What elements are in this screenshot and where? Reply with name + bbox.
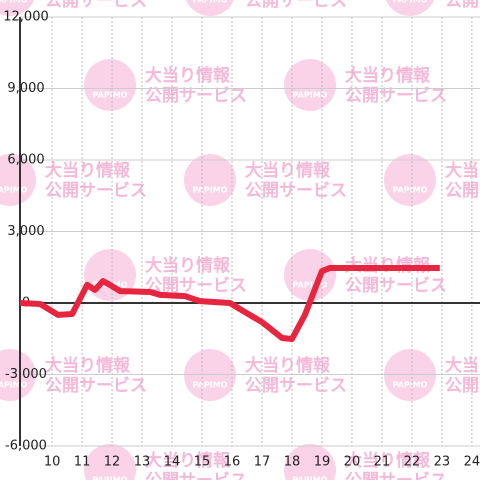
x-tick-label: 13 (134, 455, 151, 470)
watermark-logo (184, 154, 236, 206)
watermark-logo-text: PAPIMO (293, 476, 328, 480)
x-tick-label: 17 (254, 455, 271, 470)
watermark-text: 公開サービス (345, 471, 447, 480)
watermark-logo (386, 0, 434, 16)
watermark-logo (0, 154, 36, 206)
watermark-logo (284, 249, 336, 301)
y-tick-label: 3,000 (7, 224, 44, 239)
watermark-text: 公開サービス (245, 0, 347, 11)
watermark-logo-text: PAPIMO (93, 91, 128, 100)
watermark-logo (186, 0, 234, 16)
x-tick-label: 14 (164, 455, 181, 470)
y-tick-label: -3,000 (5, 367, 47, 382)
watermark-text: 大当り情報 (145, 450, 231, 471)
watermark-logo-text: PAPIMO (193, 0, 228, 5)
watermark-text: 公開サービス (445, 376, 480, 396)
x-tick-label: 21 (374, 455, 391, 470)
watermark-text: 公開サービス (45, 181, 147, 201)
watermark-logo-text: PAPIMO (293, 281, 328, 290)
watermark-logo-text: PAPIMO (393, 381, 428, 390)
watermark-text: 公開サービス (145, 86, 247, 106)
y-tick-label: 9,000 (7, 81, 44, 96)
watermark-text: 大当り情報 (345, 450, 431, 471)
watermark-text: 公開サービス (445, 0, 480, 11)
x-tick-label: 11 (74, 455, 91, 470)
watermark-logo-text: PAPIMO (393, 0, 428, 5)
x-tick-label: 18 (284, 455, 301, 470)
watermark-text: 公開サービス (345, 86, 447, 106)
watermark-text: 公開サービス (245, 376, 347, 396)
watermark-text: 大当り情報 (245, 355, 331, 376)
x-tick-label: 22 (404, 455, 421, 470)
watermark-logo (84, 59, 136, 111)
x-tick-label: 19 (314, 455, 331, 470)
watermark-text: 大当り情報 (145, 255, 231, 276)
watermark-logo (0, 0, 34, 16)
watermark-logo-text: PAPIMO (393, 186, 428, 195)
x-tick-label: 12 (104, 455, 121, 470)
y-tick-label: 12,000 (3, 10, 49, 25)
x-tick-label: 24 (464, 455, 480, 470)
watermark-logo-text: PAPIMO (293, 91, 328, 100)
watermark-logo (84, 444, 136, 480)
watermark-logo-text: PAPIMO (193, 186, 228, 195)
watermark-text: 大当り情報 (345, 65, 431, 86)
watermark-logo (384, 154, 436, 206)
watermark-logo-text: PAPIMO (0, 186, 28, 195)
watermark-text: 大当り情報 (445, 160, 480, 181)
x-tick-label: 23 (434, 455, 451, 470)
watermark-text: 公開サービス (345, 276, 447, 296)
watermark-text: 公開サービス (145, 276, 247, 296)
watermark-logo-text: PAPIMO (193, 381, 228, 390)
watermark-text: 大当り情報 (45, 355, 131, 376)
plot (19, 264, 440, 342)
watermark-text: 公開サービス (45, 0, 147, 11)
y-tick-label: -6,000 (5, 439, 47, 454)
watermark-text: 大当り情報 (45, 160, 131, 181)
watermark-logo-text: PAPIMO (93, 476, 128, 480)
watermark-logo (0, 349, 36, 401)
watermark-text: 公開サービス (45, 376, 147, 396)
watermark-text: 大当り情報 (445, 355, 480, 376)
watermark-logo (284, 444, 336, 480)
x-tick-label: 16 (224, 455, 241, 470)
watermark-logo-text: PAPIMO (0, 381, 28, 390)
watermark-text: 大当り情報 (145, 65, 231, 86)
y-tick-label: 6,000 (7, 153, 44, 168)
watermark-text: 公開サービス (145, 471, 247, 480)
watermark-text: 公開サービス (245, 181, 347, 201)
watermark-text: 大当り情報 (245, 160, 331, 181)
watermark-text: 公開サービス (445, 181, 480, 201)
line (19, 264, 440, 342)
grid: 10 11 12 13 14 15 16 17 18 19 20 21 22 23 24 -6,000 -3,0… (3, 10, 480, 470)
x-tick-label: 10 (44, 455, 61, 470)
watermark-logo (284, 59, 336, 111)
watermark-logo-text: PAPIMO (0, 0, 28, 5)
x-tick-label: 20 (344, 455, 361, 470)
x-tick-label: 15 (194, 455, 211, 470)
